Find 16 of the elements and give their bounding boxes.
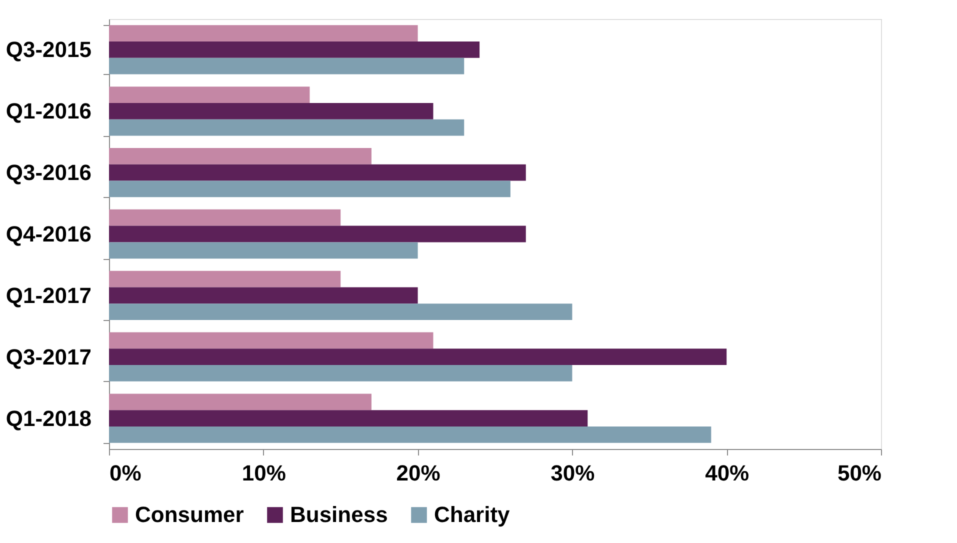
x-tick-label: 0% [110, 460, 142, 486]
x-tick-label: 50% [837, 460, 882, 486]
y-tick-label: Q1-2018 [6, 406, 92, 431]
x-tick-label: 10% [242, 460, 286, 486]
legend-label: Consumer [135, 502, 244, 527]
x-tick-label: 20% [396, 460, 440, 486]
y-tick-label: Q3-2016 [6, 160, 92, 186]
y-tick-label: Q1-2016 [6, 98, 92, 124]
legend-label: Business [290, 502, 388, 527]
y-tick-label: Q3-2017 [6, 344, 92, 370]
y-tick-label: Q3-2015 [6, 37, 92, 62]
y-tick-label: Q1-2017 [6, 282, 92, 308]
y-tick-label: Q4-2016 [6, 222, 92, 246]
legend-label: Charity [434, 502, 511, 527]
x-tick-label: 40% [705, 460, 750, 486]
x-tick-label: 30% [550, 460, 595, 486]
